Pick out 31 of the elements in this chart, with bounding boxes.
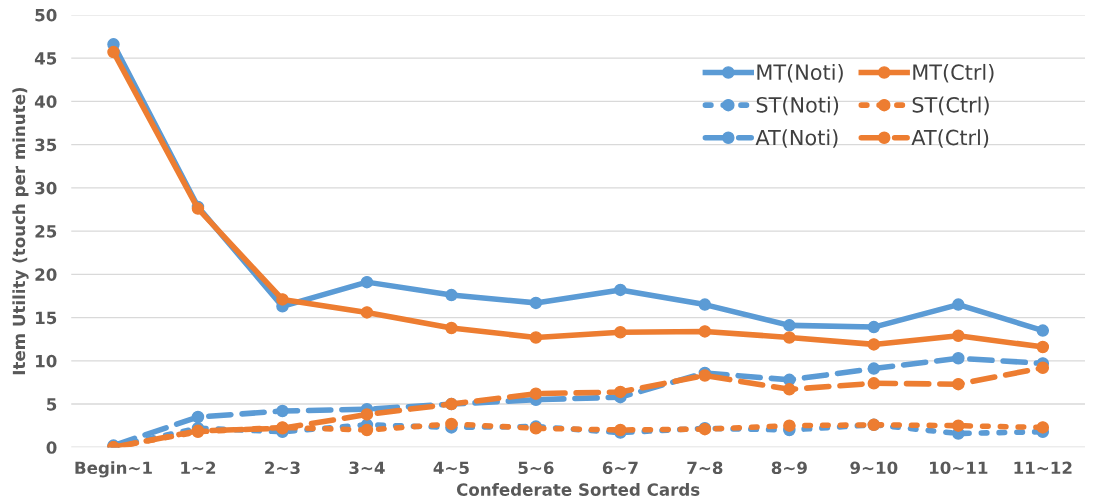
legend-label: ST(Noti): [756, 96, 839, 116]
x-tick-label: 5~6: [518, 461, 554, 475]
x-tick-label: 11~12: [1014, 461, 1072, 474]
y-tick-label: 50: [35, 8, 57, 22]
y-tick-label: 40: [34, 95, 57, 108]
y-tick-label: 5: [47, 398, 57, 411]
y-tick-label: 0: [46, 441, 57, 454]
legend-label: MT(Ctrl): [913, 63, 994, 83]
y-tick-label: 15: [36, 311, 57, 325]
x-tick-label: 9~10: [850, 461, 898, 475]
x-tick-label: 8~9: [771, 461, 807, 475]
x-tick-label: 6~7: [602, 461, 638, 475]
x-tick-label: 3~4: [349, 461, 385, 475]
x-tick-label: Begin~1: [75, 461, 152, 478]
x-tick-label: 7~8: [687, 461, 723, 475]
y-tick-label: 45: [34, 52, 57, 65]
y-tick-label: 30: [35, 181, 57, 195]
legend-label: MT(Noti): [757, 63, 843, 83]
y-tick-label: 35: [35, 138, 57, 152]
legend-label: ST(Ctrl): [912, 96, 989, 116]
y-tick-label: 10: [36, 354, 57, 368]
y-tick-label: 25: [35, 225, 57, 238]
legend-label: AT(Noti): [755, 129, 838, 148]
x-tick-label: 10~11: [930, 461, 988, 475]
y-tick-label: 20: [35, 268, 57, 281]
y-axis-title: Item Utility (touch per minute): [12, 87, 29, 375]
x-tick-label: 4~5: [433, 461, 469, 475]
x-tick-label: 1~2: [181, 461, 216, 474]
x-axis-title: Confederate Sorted Cards: [456, 483, 700, 496]
legend-label: AT(Ctrl): [911, 129, 989, 148]
x-tick-label: 2~3: [265, 461, 300, 475]
